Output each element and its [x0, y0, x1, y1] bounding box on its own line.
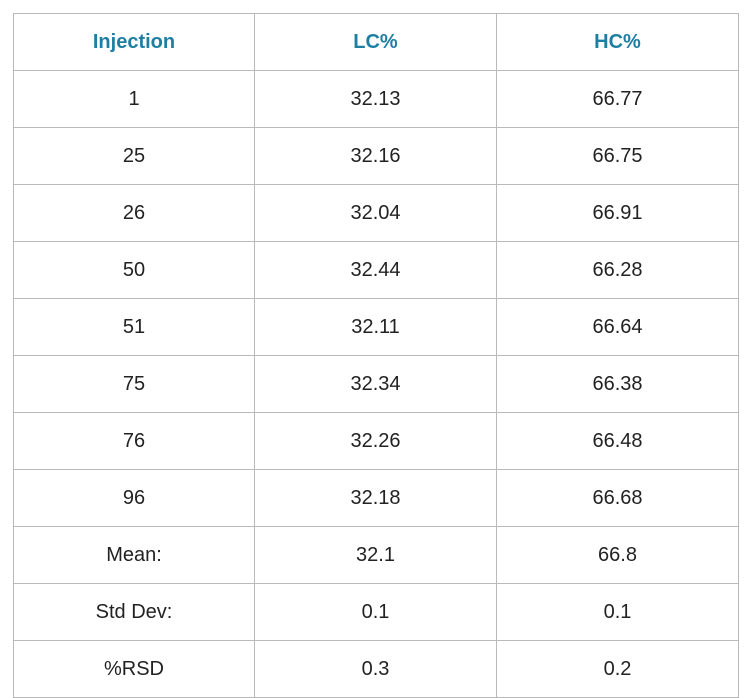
hc-percent-cell: 66.77: [496, 70, 739, 128]
hc-percent-cell: 66.38: [496, 355, 739, 413]
lc-percent-cell: 32.04: [254, 184, 497, 242]
injection-cell: 26: [13, 184, 255, 242]
hc-percent-cell: 66.48: [496, 412, 739, 470]
summary-row-rsd: %RSD 0.3 0.2: [13, 640, 739, 698]
results-table: Injection LC% HC% 1 32.13 66.77 25 32.16…: [13, 13, 739, 698]
header-hc-percent: HC%: [496, 13, 739, 71]
lc-percent-cell: 32.34: [254, 355, 497, 413]
lc-percent-cell: 32.18: [254, 469, 497, 527]
summary-row-mean: Mean: 32.1 66.8: [13, 526, 739, 584]
injection-cell: 75: [13, 355, 255, 413]
hc-percent-cell: 66.64: [496, 298, 739, 356]
injection-cell: 25: [13, 127, 255, 185]
table-row: 50 32.44 66.28: [13, 241, 739, 299]
hc-percent-cell: 0.1: [496, 583, 739, 641]
table-row: 76 32.26 66.48: [13, 412, 739, 470]
summary-label: %RSD: [13, 640, 255, 698]
lc-percent-cell: 32.26: [254, 412, 497, 470]
lc-percent-cell: 32.16: [254, 127, 497, 185]
lc-percent-cell: 32.13: [254, 70, 497, 128]
hc-percent-cell: 66.75: [496, 127, 739, 185]
lc-percent-cell: 0.3: [254, 640, 497, 698]
table-row: 51 32.11 66.64: [13, 298, 739, 356]
table-row: 1 32.13 66.77: [13, 70, 739, 128]
lc-percent-cell: 32.44: [254, 241, 497, 299]
hc-percent-cell: 66.68: [496, 469, 739, 527]
injection-cell: 96: [13, 469, 255, 527]
summary-label: Std Dev:: [13, 583, 255, 641]
summary-label: Mean:: [13, 526, 255, 584]
header-injection: Injection: [13, 13, 255, 71]
table-row: 25 32.16 66.75: [13, 127, 739, 185]
injection-cell: 51: [13, 298, 255, 356]
hc-percent-cell: 66.8: [496, 526, 739, 584]
hc-percent-cell: 66.91: [496, 184, 739, 242]
header-row: Injection LC% HC%: [13, 13, 739, 71]
injection-cell: 50: [13, 241, 255, 299]
hc-percent-cell: 0.2: [496, 640, 739, 698]
hc-percent-cell: 66.28: [496, 241, 739, 299]
table-row: 96 32.18 66.68: [13, 469, 739, 527]
summary-row-std-dev: Std Dev: 0.1 0.1: [13, 583, 739, 641]
header-lc-percent: LC%: [254, 13, 497, 71]
table-row: 75 32.34 66.38: [13, 355, 739, 413]
lc-percent-cell: 32.11: [254, 298, 497, 356]
table-row: 26 32.04 66.91: [13, 184, 739, 242]
injection-cell: 1: [13, 70, 255, 128]
injection-cell: 76: [13, 412, 255, 470]
lc-percent-cell: 0.1: [254, 583, 497, 641]
lc-percent-cell: 32.1: [254, 526, 497, 584]
